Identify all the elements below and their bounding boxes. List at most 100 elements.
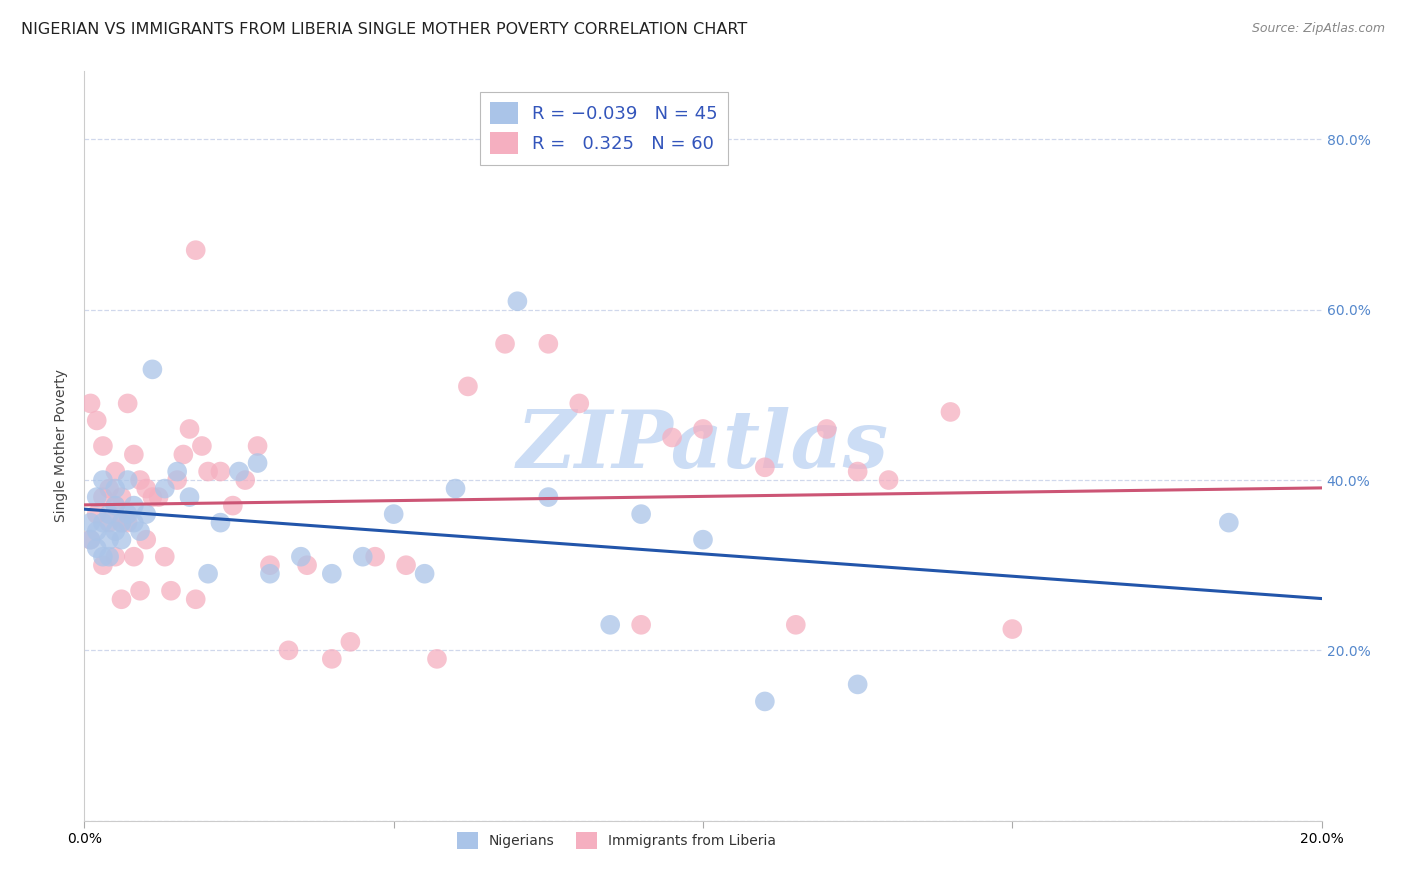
Point (129, 583, 152, 598)
Point (166, 473, 188, 487)
Point (290, 549, 312, 564)
Point (295, 558, 318, 573)
Point (91, 516, 114, 530)
Point (364, 549, 387, 564)
Point (457, 379, 479, 393)
Point (79, 516, 101, 530)
Point (413, 566, 436, 581)
Point (79, 533, 101, 547)
Point (209, 516, 232, 530)
Point (104, 482, 127, 496)
Point (815, 422, 838, 436)
Point (191, 439, 214, 453)
Point (98, 507, 121, 521)
Point (86, 541, 108, 556)
Point (110, 533, 132, 547)
Point (197, 465, 219, 479)
Point (153, 549, 176, 564)
Point (110, 490, 132, 504)
Point (104, 499, 127, 513)
Point (233, 473, 256, 487)
Point (661, 430, 683, 444)
Point (321, 652, 343, 666)
Point (1001, 622, 1024, 636)
Point (122, 448, 145, 462)
Point (91, 473, 114, 487)
Point (352, 549, 374, 564)
Point (104, 524, 127, 538)
Text: NIGERIAN VS IMMIGRANTS FROM LIBERIA SINGLE MOTHER POVERTY CORRELATION CHART: NIGERIAN VS IMMIGRANTS FROM LIBERIA SING… (21, 22, 748, 37)
Point (110, 516, 132, 530)
Point (494, 336, 516, 351)
Point (692, 422, 714, 436)
Point (395, 558, 418, 573)
Point (104, 499, 127, 513)
Point (148, 490, 170, 504)
Point (104, 549, 127, 564)
Point (846, 465, 869, 479)
Point (228, 465, 250, 479)
Point (91, 490, 114, 504)
Point (222, 499, 245, 513)
Point (86, 507, 108, 521)
Point (86, 413, 108, 427)
Point (129, 473, 152, 487)
Point (246, 439, 269, 453)
Point (197, 566, 219, 581)
Point (98, 516, 121, 530)
Point (98, 549, 121, 564)
Point (117, 396, 139, 410)
Point (277, 643, 299, 657)
Point (259, 566, 281, 581)
Point (79, 533, 101, 547)
Point (259, 558, 281, 573)
Point (846, 677, 869, 691)
Point (79, 396, 101, 410)
Point (117, 516, 139, 530)
Point (1218, 516, 1240, 530)
Point (104, 465, 127, 479)
Point (160, 583, 183, 598)
Point (939, 405, 962, 419)
Point (172, 448, 194, 462)
Point (98, 482, 121, 496)
Point (110, 592, 132, 607)
Point (339, 635, 361, 649)
Point (184, 592, 207, 607)
Point (122, 549, 145, 564)
Point (630, 617, 652, 632)
Point (135, 507, 157, 521)
Point (754, 694, 776, 708)
Point (117, 473, 139, 487)
Point (321, 566, 343, 581)
Point (246, 456, 269, 470)
Point (122, 499, 145, 513)
Point (179, 422, 201, 436)
Point (86, 524, 108, 538)
Point (135, 482, 157, 496)
Point (382, 507, 405, 521)
Point (98, 533, 121, 547)
Point (91, 558, 114, 573)
Point (630, 507, 652, 521)
Point (91, 549, 114, 564)
Point (141, 490, 163, 504)
Point (110, 516, 132, 530)
Point (599, 617, 621, 632)
Point (426, 652, 449, 666)
Point (877, 473, 900, 487)
Text: ZIPatlas: ZIPatlas (517, 408, 889, 484)
Point (754, 460, 776, 475)
Point (153, 482, 176, 496)
Point (179, 490, 201, 504)
Point (537, 336, 560, 351)
Point (166, 465, 188, 479)
Point (692, 533, 714, 547)
Point (209, 465, 232, 479)
Point (122, 516, 145, 530)
Point (785, 617, 807, 632)
Legend: Nigerians, Immigrants from Liberia: Nigerians, Immigrants from Liberia (451, 827, 782, 855)
Point (568, 396, 591, 410)
Y-axis label: Single Mother Poverty: Single Mother Poverty (55, 369, 69, 523)
Point (86, 490, 108, 504)
